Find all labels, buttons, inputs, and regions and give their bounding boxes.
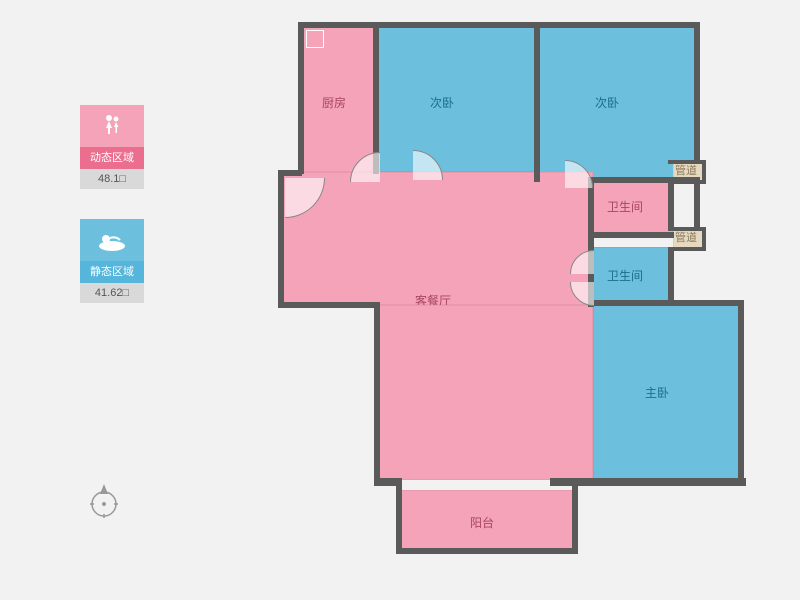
wall-20	[572, 484, 578, 552]
room-bath1	[593, 180, 673, 235]
room-bath2	[593, 247, 673, 305]
legend-static: 静态区域 41.62□	[80, 219, 144, 303]
door-arc-0	[285, 178, 325, 218]
room-balcony	[400, 490, 575, 552]
wall-7	[668, 160, 706, 164]
wall-3	[534, 22, 540, 182]
wall-18	[550, 478, 746, 486]
wall-0	[298, 22, 700, 28]
compass-icon	[84, 480, 124, 520]
wall-5	[694, 180, 700, 230]
room-living	[282, 172, 593, 305]
wall-23	[588, 232, 674, 238]
window-marker	[306, 30, 324, 48]
door-arc-1	[350, 152, 380, 182]
legend-static-label: 静态区域	[80, 261, 144, 283]
wall-27	[668, 247, 674, 303]
room-bedroom2a	[378, 25, 538, 172]
legend-dynamic-icon	[80, 105, 144, 147]
wall-9	[702, 160, 706, 182]
legend-dynamic-value: 48.1□	[80, 169, 144, 189]
wall-24	[588, 300, 744, 306]
floorplan: 厨房次卧次卧卫生间管道卫生间管道客餐厅主卧阳台	[270, 22, 750, 582]
wall-16	[374, 302, 380, 484]
door-arc-2	[413, 150, 443, 180]
wall-21	[396, 548, 578, 554]
door-arc-4	[570, 250, 594, 274]
legend-static-icon	[80, 219, 144, 261]
wall-25	[588, 177, 700, 183]
door-arc-5	[570, 282, 594, 306]
wall-15	[278, 302, 380, 308]
legend-panel: 动态区域 48.1□ 静态区域 41.62□	[80, 105, 144, 333]
wall-6	[738, 300, 744, 482]
room-bedroom2b	[538, 25, 698, 180]
room-master	[593, 305, 743, 480]
legend-dynamic: 动态区域 48.1□	[80, 105, 144, 189]
wall-19	[396, 484, 402, 552]
wall-4	[694, 22, 700, 162]
wall-14	[278, 170, 284, 307]
door-arc-3	[565, 160, 593, 188]
wall-1	[298, 22, 304, 174]
wall-12	[702, 227, 706, 249]
wall-26	[668, 180, 674, 230]
legend-dynamic-label: 动态区域	[80, 147, 144, 169]
legend-static-value: 41.62□	[80, 283, 144, 303]
room-living2	[378, 305, 593, 480]
